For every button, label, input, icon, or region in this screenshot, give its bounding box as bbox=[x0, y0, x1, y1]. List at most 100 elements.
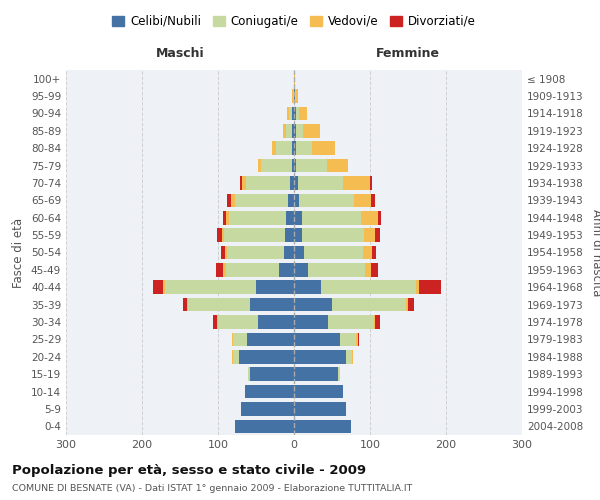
Bar bbox=[235, 420, 294, 433]
Bar bbox=[165, 280, 256, 294]
Bar bbox=[358, 332, 359, 346]
Bar bbox=[289, 106, 292, 120]
Bar bbox=[218, 315, 257, 329]
Bar bbox=[256, 280, 294, 294]
Bar bbox=[246, 176, 290, 190]
Bar bbox=[354, 194, 371, 207]
Bar bbox=[225, 246, 227, 260]
Bar bbox=[294, 420, 351, 433]
Bar bbox=[326, 159, 348, 172]
Bar bbox=[320, 280, 416, 294]
Bar bbox=[328, 315, 374, 329]
Bar bbox=[223, 211, 226, 224]
Bar bbox=[296, 106, 299, 120]
Bar bbox=[365, 263, 371, 276]
Y-axis label: Anni di nascita: Anni di nascita bbox=[590, 209, 600, 296]
Bar bbox=[233, 332, 247, 346]
Bar bbox=[279, 263, 294, 276]
Bar bbox=[296, 142, 312, 155]
Bar bbox=[294, 280, 320, 294]
Bar bbox=[287, 106, 289, 120]
Bar bbox=[183, 298, 187, 312]
Bar bbox=[276, 142, 292, 155]
Bar bbox=[406, 298, 408, 312]
Bar bbox=[258, 159, 262, 172]
Bar bbox=[216, 263, 223, 276]
Bar bbox=[308, 263, 365, 276]
Bar bbox=[250, 298, 294, 312]
Bar bbox=[232, 332, 233, 346]
Bar bbox=[294, 350, 346, 364]
Bar bbox=[294, 402, 346, 415]
Bar bbox=[154, 280, 163, 294]
Bar bbox=[222, 228, 224, 242]
Bar bbox=[239, 350, 294, 364]
Bar bbox=[299, 106, 307, 120]
Bar bbox=[298, 176, 343, 190]
Bar bbox=[214, 315, 217, 329]
Bar bbox=[240, 176, 242, 190]
Bar bbox=[284, 246, 294, 260]
Bar bbox=[294, 228, 302, 242]
Bar bbox=[296, 124, 303, 138]
Bar bbox=[221, 246, 225, 260]
Bar bbox=[292, 142, 294, 155]
Bar bbox=[292, 106, 294, 120]
Bar bbox=[377, 211, 382, 224]
Bar bbox=[376, 315, 380, 329]
Bar bbox=[272, 142, 276, 155]
Bar bbox=[232, 350, 233, 364]
Bar bbox=[294, 385, 343, 398]
Bar bbox=[294, 90, 295, 103]
Bar bbox=[257, 315, 294, 329]
Bar bbox=[188, 298, 250, 312]
Bar bbox=[374, 315, 376, 329]
Bar bbox=[217, 315, 218, 329]
Bar bbox=[295, 90, 296, 103]
Bar bbox=[223, 263, 226, 276]
Bar bbox=[294, 368, 338, 381]
Bar bbox=[294, 211, 302, 224]
Bar bbox=[292, 159, 294, 172]
Bar bbox=[364, 228, 376, 242]
Bar bbox=[229, 211, 286, 224]
Bar bbox=[227, 194, 231, 207]
Bar bbox=[299, 194, 354, 207]
Bar bbox=[292, 90, 293, 103]
Bar bbox=[262, 159, 292, 172]
Bar bbox=[217, 228, 222, 242]
Bar bbox=[371, 194, 374, 207]
Bar bbox=[226, 211, 229, 224]
Bar bbox=[408, 298, 414, 312]
Bar bbox=[338, 368, 340, 381]
Bar bbox=[294, 332, 340, 346]
Bar bbox=[302, 211, 361, 224]
Bar bbox=[370, 176, 372, 190]
Bar bbox=[247, 332, 294, 346]
Bar bbox=[372, 246, 376, 260]
Text: Maschi: Maschi bbox=[155, 46, 205, 60]
Bar bbox=[346, 350, 352, 364]
Bar bbox=[226, 263, 279, 276]
Bar bbox=[294, 176, 298, 190]
Text: Popolazione per età, sesso e stato civile - 2009: Popolazione per età, sesso e stato civil… bbox=[12, 464, 366, 477]
Bar bbox=[294, 194, 299, 207]
Bar bbox=[352, 350, 353, 364]
Bar bbox=[294, 263, 308, 276]
Text: Femmine: Femmine bbox=[376, 46, 440, 60]
Text: COMUNE DI BESNATE (VA) - Dati ISTAT 1° gennaio 2009 - Elaborazione TUTTITALIA.IT: COMUNE DI BESNATE (VA) - Dati ISTAT 1° g… bbox=[12, 484, 412, 493]
Bar bbox=[356, 332, 358, 346]
Bar bbox=[294, 72, 295, 86]
Bar bbox=[363, 246, 372, 260]
Bar bbox=[250, 368, 294, 381]
Bar bbox=[242, 176, 246, 190]
Bar bbox=[294, 298, 332, 312]
Bar bbox=[294, 315, 328, 329]
Bar bbox=[163, 280, 165, 294]
Bar bbox=[187, 298, 188, 312]
Bar bbox=[290, 176, 294, 190]
Bar bbox=[340, 332, 356, 346]
Bar bbox=[292, 124, 294, 138]
Bar bbox=[371, 263, 379, 276]
Bar bbox=[293, 90, 294, 103]
